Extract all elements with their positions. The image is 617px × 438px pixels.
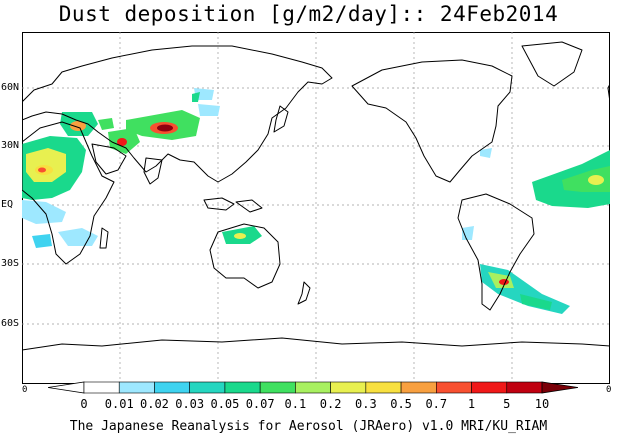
colorbar-swatch [436, 381, 472, 394]
colorbar-swatch [118, 381, 155, 394]
lat-label-60s: 60S [1, 318, 20, 329]
colorbar-tick-label: 0.1 [284, 397, 307, 411]
colorbar-swatch [295, 381, 331, 394]
lon-label-right: 0 [606, 385, 612, 395]
colorbar-tick-label: 0 [80, 397, 88, 411]
colorbar-arrow-low [48, 381, 85, 394]
colorbar-swatch [365, 381, 402, 394]
lat-label-30s: 30S [1, 258, 20, 269]
colorbar-tick-label: 0.03 [175, 397, 205, 411]
colorbar-swatch [224, 381, 261, 394]
colorbar-swatch [83, 381, 120, 394]
colorbar-tick-label: 0.07 [245, 397, 275, 411]
colorbar-swatch [400, 381, 437, 394]
colorbar [48, 381, 578, 394]
colorbar-swatch [189, 381, 226, 394]
colorbar-tick-label: 10 [534, 397, 550, 411]
lat-label-60n: 60N [1, 82, 20, 93]
colorbar-tick-label: 0.02 [140, 397, 169, 411]
colorbar-tick-label: 1 [467, 397, 476, 411]
coastlines [22, 41, 610, 351]
colorbar-tick-label: 0.3 [355, 397, 377, 411]
colorbar-arrow-high [541, 381, 578, 394]
colorbar-swatch [154, 381, 190, 394]
colorbar-swatch [471, 381, 508, 394]
colorbar-tick-label: 0.05 [210, 397, 240, 411]
lat-label-30n: 30N [1, 140, 20, 151]
colorbar-tick-label: 0.7 [425, 397, 448, 411]
world-map [22, 32, 610, 384]
colorbar-tick-label: 0.2 [319, 397, 342, 411]
map-title: Dust deposition [g/m2/day]:: 24Feb2014 [58, 2, 559, 26]
colorbar-tick-label: 0.01 [104, 397, 134, 411]
colorbar-swatch [259, 381, 296, 394]
lon-label-left: 0 [22, 385, 28, 395]
dust-deposition-field [22, 88, 610, 314]
colorbar-swatch [330, 381, 367, 394]
lat-label-eq: EQ [1, 199, 14, 210]
colorbar-swatch [506, 381, 543, 394]
colorbar-tick-label: 0.5 [390, 397, 412, 411]
colorbar-tick-label: 5 [503, 397, 511, 411]
footer-credit: The Japanese Reanalysis for Aerosol (JRA… [69, 419, 548, 434]
